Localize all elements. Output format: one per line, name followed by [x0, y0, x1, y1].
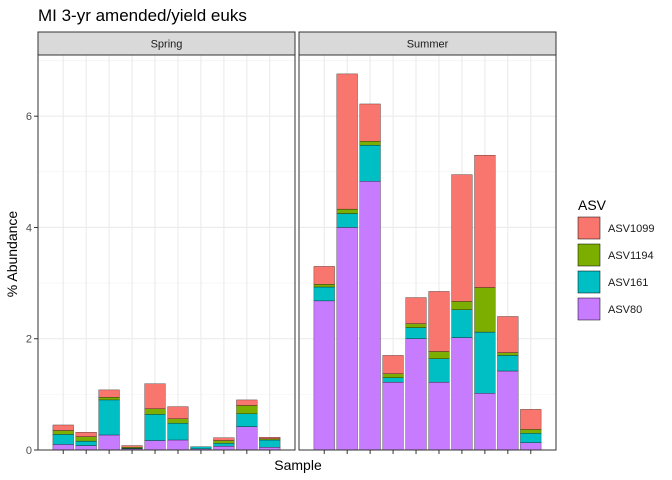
bar-segment-asv161: [474, 331, 496, 394]
bar-segment-asv1194: [259, 438, 281, 441]
y-tick-label: 0: [26, 445, 32, 457]
bar-segment-asv1194: [359, 141, 381, 146]
legend-swatch: [577, 270, 601, 294]
bar-segment-asv1099: [98, 389, 120, 398]
bar-segment-asv80: [451, 337, 473, 451]
bar-segment-asv161: [313, 286, 335, 302]
bar-segment-asv161: [213, 443, 235, 447]
bar-segment-asv80: [236, 426, 258, 451]
bar-segment-asv1099: [144, 383, 166, 409]
y-tick-label: 2: [26, 334, 32, 346]
bar-segment-asv1194: [75, 436, 97, 442]
bar-segment-asv1099: [359, 103, 381, 142]
bar-segment-asv1099: [213, 437, 235, 441]
bar-segment-asv80: [52, 444, 74, 451]
bar-segment-asv1194: [121, 447, 143, 449]
y-axis: 0 2 4 6: [26, 111, 38, 457]
bar-segment-asv80: [144, 440, 166, 451]
bar-segment-asv1099: [236, 399, 258, 406]
y-axis-title: % Abundance: [4, 211, 20, 298]
bar-segment-asv80: [474, 393, 496, 451]
bar-segment-asv1194: [144, 408, 166, 415]
bar-segment-asv161: [405, 327, 427, 339]
bar-segment-asv161: [236, 413, 258, 427]
bar-segment-asv1099: [259, 437, 281, 440]
bar-segment-asv1099: [382, 355, 404, 374]
panel-background: [38, 55, 295, 450]
bar-segment-asv161: [520, 433, 542, 443]
legend: ASV ASV1099 ASV1194 ASV161 ASV80: [577, 197, 654, 321]
bar-segment-asv161: [382, 377, 404, 383]
bar-segment-asv1099: [336, 73, 358, 210]
bar-segment-asv80: [497, 370, 519, 451]
facet-label: Summer: [407, 39, 449, 51]
bar-segment-asv161: [497, 355, 519, 372]
bar-segment-asv1194: [98, 396, 120, 401]
bar-segment-asv1099: [474, 154, 496, 288]
facet-panels: Spring Summer: [37, 31, 557, 454]
bar-segment-asv1099: [313, 266, 335, 285]
bar-segment-asv161: [259, 439, 281, 448]
bar-segment-asv161: [75, 440, 97, 446]
bar-segment-asv1194: [451, 301, 473, 310]
bar-segment-asv161: [144, 414, 166, 441]
bar-segment-asv1194: [167, 418, 189, 424]
legend-swatch: [577, 297, 601, 321]
bar-segment-asv161: [451, 309, 473, 338]
legend-label: ASV1099: [608, 223, 654, 235]
legend-swatch: [577, 243, 601, 267]
bar-segment-asv80: [382, 381, 404, 451]
facet-strip: [298, 31, 557, 56]
bar-segment-asv1099: [75, 432, 97, 437]
bar-segment-asv161: [428, 358, 450, 383]
legend-title: ASV: [578, 197, 607, 213]
bar-segment-asv80: [428, 381, 450, 451]
bar-segment-asv80: [167, 439, 189, 451]
bar-segment-asv1099: [520, 409, 542, 430]
bar-segment-asv1099: [52, 424, 74, 431]
bar-segment-asv1194: [52, 430, 74, 435]
bar-segment-asv161: [190, 446, 212, 450]
bar-segment-asv80: [405, 338, 427, 451]
facet-strip: [37, 31, 296, 56]
bar-segment-asv1194: [520, 429, 542, 434]
bar-segment-asv161: [98, 399, 120, 436]
bar-segment-asv1194: [405, 323, 427, 328]
y-tick-label: 6: [26, 111, 32, 123]
bar-segment-asv161: [52, 434, 74, 445]
bar-segment-asv161: [336, 213, 358, 228]
bar-segment-asv1099: [451, 174, 473, 302]
bar-segment-asv1194: [428, 351, 450, 359]
bar-segment-asv1194: [236, 405, 258, 414]
legend-swatch: [577, 216, 601, 240]
bar-segment-asv80: [359, 181, 381, 451]
bar-segment-asv161: [167, 423, 189, 441]
bar-segment-asv1194: [336, 208, 358, 214]
x-axis-title: Sample: [274, 457, 322, 473]
legend-label: ASV161: [608, 277, 648, 289]
bar-segment-asv80: [213, 445, 235, 451]
y-tick-label: 4: [26, 222, 32, 234]
bar-segment-asv80: [98, 434, 120, 451]
legend-label: ASV80: [608, 304, 642, 316]
bar-segment-asv161: [359, 144, 381, 182]
bar-segment-asv80: [336, 227, 358, 451]
facet-label: Spring: [151, 39, 183, 51]
bar-segment-asv80: [313, 300, 335, 451]
bar-segment-asv1194: [213, 440, 235, 444]
bar-segment-asv1099: [405, 297, 427, 324]
bar-segment-asv1194: [474, 287, 496, 333]
bar-segment-asv1099: [121, 445, 143, 448]
bar-segment-asv1194: [382, 373, 404, 378]
bar-segment-asv1099: [428, 291, 450, 352]
bar-segment-asv1099: [497, 316, 519, 353]
bar-segment-asv1099: [167, 406, 189, 419]
bar-segment-asv1194: [313, 284, 335, 288]
bar-segment-asv80: [75, 445, 97, 451]
bar-segment-asv1194: [497, 352, 519, 356]
bar-segment-asv80: [520, 442, 542, 451]
legend-label: ASV1194: [608, 250, 654, 262]
chart-title: MI 3-yr amended/yield euks: [38, 6, 247, 25]
